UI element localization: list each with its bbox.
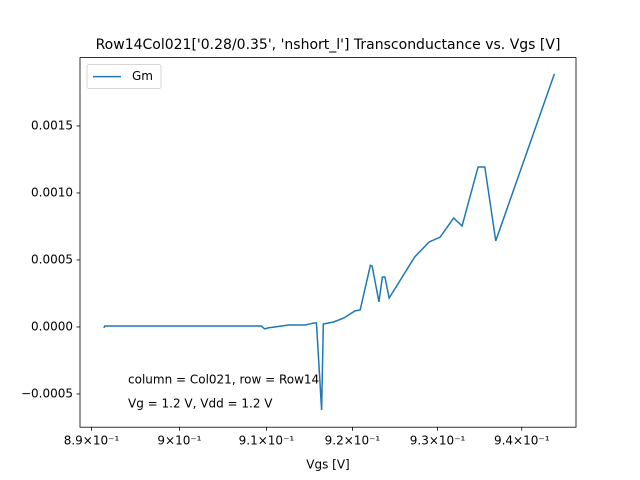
- plot-frame: [79, 57, 577, 428]
- legend-box: [86, 64, 162, 89]
- x-tick-label: 9.3×10⁻¹: [410, 434, 466, 448]
- chart-title: Row14Col021['0.28/0.35', 'nshort_l'] Tra…: [96, 37, 561, 53]
- y-tick-label: 0.0000: [31, 319, 73, 333]
- annotation: Vg = 1.2 V, Vdd = 1.2 V: [128, 397, 273, 411]
- legend-label: Gm: [132, 69, 153, 83]
- annotation: column = Col021, row = Row14: [128, 373, 319, 387]
- x-tick-label: 9.4×10⁻¹: [494, 434, 550, 448]
- y-tick-label: 0.0010: [31, 185, 73, 199]
- y-tick-label: 0.0005: [31, 252, 73, 266]
- data-line: [103, 73, 556, 411]
- x-tick-label: 9×10⁻¹: [157, 434, 201, 448]
- x-tick-label: 9.1×10⁻¹: [239, 434, 295, 448]
- x-axis-label: Vgs [V]: [306, 458, 349, 472]
- y-tick-label: 0.0015: [31, 118, 73, 132]
- x-tick-label: 8.9×10⁻¹: [64, 434, 120, 448]
- y-tick-label: −0.0005: [21, 386, 73, 400]
- x-tick-label: 9.2×10⁻¹: [325, 434, 381, 448]
